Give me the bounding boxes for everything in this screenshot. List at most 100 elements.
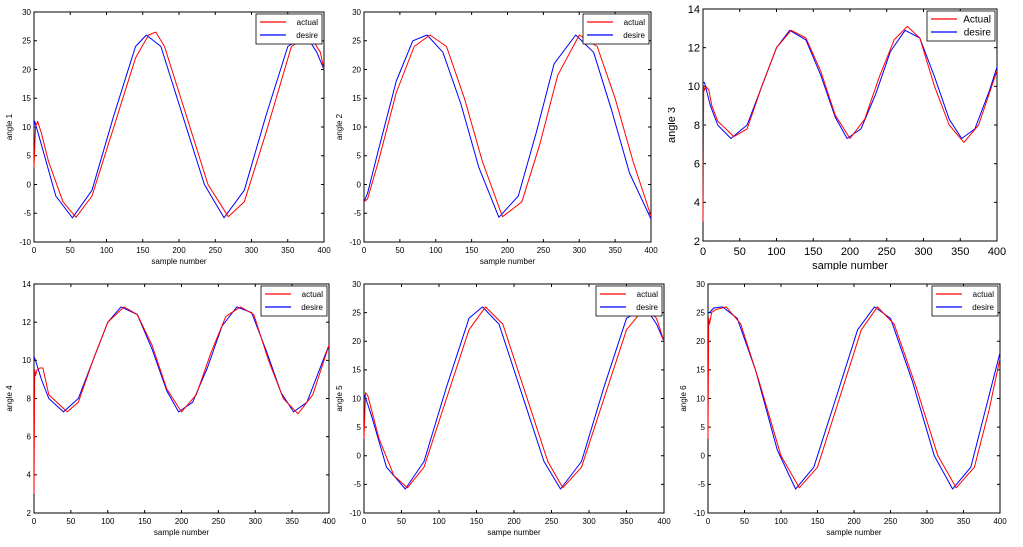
chart-angle-4: 0 50 100 150 200 250 300 350 400 2 4 6 8 10 12 14 sample… (0, 272, 340, 547)
x-tick-label: 100 (432, 517, 446, 526)
y-tick-label: 2 (694, 236, 700, 248)
y-tick-label: 6 (694, 159, 700, 171)
x-tick-label: 250 (209, 246, 223, 255)
x-tick-label: 50 (66, 517, 75, 526)
y-tick-label: 10 (352, 123, 361, 132)
x-tick-label: 250 (537, 246, 551, 255)
series-line-actual (707, 306, 1001, 489)
x-tick-label: 150 (470, 517, 484, 526)
x-tick-label: 400 (644, 246, 658, 255)
legend-label: desire (972, 303, 994, 312)
y-tick-label: 14 (688, 4, 700, 16)
series-line-desire (708, 306, 1001, 490)
x-tick-label: 0 (700, 246, 706, 258)
x-tick-label: 350 (608, 246, 622, 255)
x-tick-label: 400 (317, 246, 331, 255)
y-tick-label: 15 (696, 366, 705, 375)
legend-box (595, 285, 663, 317)
x-tick-label: 50 (66, 246, 75, 255)
plot-frame (707, 283, 1001, 514)
x-tick-label: 200 (501, 246, 515, 255)
y-tick-label: 30 (352, 280, 361, 289)
x-tick-label: 300 (573, 246, 587, 255)
x-tick-label: 400 (988, 246, 1006, 258)
y-tick-label: -10 (349, 509, 361, 518)
series-line-actual (363, 306, 665, 489)
x-tick-label: 200 (172, 246, 186, 255)
x-tick-label: 250 (884, 517, 898, 526)
x-tick-label: 100 (100, 246, 114, 255)
x-tick-label: 0 (362, 246, 367, 255)
x-tick-label: 150 (465, 246, 479, 255)
x-tick-label: 300 (914, 246, 932, 258)
x-tick-label: 250 (545, 517, 559, 526)
chart-angle-5: 0 50 100 150 200 250 300 350 400 -10 -5 0 5 10 15 20 25 3… (335, 272, 675, 547)
x-tick-label: 200 (841, 246, 859, 258)
chart-svg-angle-4: 0 50 100 150 200 250 300 350 400 2 4 6 8 10 12 14 sample… (5, 280, 336, 537)
x-tick-label: 300 (582, 517, 596, 526)
y-tick-label: 10 (696, 394, 705, 403)
y-tick-label: 25 (22, 37, 31, 46)
chart-angle-3: 0 50 100 150 200 250 300 350 400 2 4 6 8 10 12 14 sample… (666, 0, 1020, 275)
x-tick-label: 100 (767, 246, 785, 258)
y-tick-label: 0 (27, 180, 32, 189)
y-axis-label: angle 1 (5, 113, 14, 140)
y-tick-label: 20 (22, 65, 31, 74)
y-tick-label: 10 (22, 123, 31, 132)
y-tick-label: 10 (22, 356, 31, 365)
y-tick-label: 4 (27, 471, 32, 480)
y-tick-label: 2 (27, 509, 32, 518)
y-tick-label: 15 (352, 366, 361, 375)
x-tick-label: 150 (138, 517, 152, 526)
y-tick-label: 25 (352, 37, 361, 46)
y-tick-label: -5 (354, 209, 362, 218)
y-tick-label: -10 (349, 238, 361, 247)
x-tick-label: 0 (362, 517, 367, 526)
y-tick-label: 5 (357, 152, 362, 161)
y-tick-label: 20 (352, 65, 361, 74)
y-tick-label: 12 (688, 43, 700, 55)
y-tick-label: 10 (352, 394, 361, 403)
x-tick-label: 350 (957, 517, 971, 526)
x-tick-label: 400 (322, 517, 336, 526)
plot-frame (363, 283, 665, 514)
series-line-desire (33, 34, 325, 219)
legend-label: actual (973, 290, 995, 299)
x-tick-label: 0 (706, 517, 711, 526)
x-tick-label: 200 (507, 517, 521, 526)
x-tick-label: 150 (804, 246, 822, 258)
x-tick-label: 250 (212, 517, 226, 526)
chart-angle-2: 0 50 100 150 200 250 300 350 400 -10 -5 0 5 10 15 20 25 3… (335, 0, 670, 275)
chart-svg-angle-5: 0 50 100 150 200 250 300 350 400 -10 -5 0 5 10 15 20 25 3… (335, 280, 671, 537)
x-axis-label: sample number (812, 260, 888, 270)
legend-box (582, 13, 650, 45)
chart-svg-angle-6: 0 50 100 150 200 250 300 350 400 -10 -5 0 5 10 15 20 25 3… (679, 280, 1007, 537)
x-tick-label: 100 (429, 246, 443, 255)
legend-label: actual (637, 290, 659, 299)
series-line-actual (33, 31, 325, 218)
chart-angle-1: 0 50 100 150 200 250 300 350 400 -10 -5 0 5 10 15 20 25 3… (0, 0, 340, 275)
series-line-desire (363, 306, 665, 490)
legend-box (255, 13, 323, 45)
y-tick-label: 0 (357, 452, 362, 461)
series-line-desire (33, 306, 330, 413)
y-axis-label: angle 4 (5, 385, 14, 412)
y-tick-label: 25 (352, 308, 361, 317)
legend-label: desire (623, 31, 645, 40)
x-tick-label: 50 (397, 517, 406, 526)
y-axis-label: angle 2 (335, 113, 344, 140)
series-line-desire (363, 34, 652, 220)
y-tick-label: -10 (19, 238, 31, 247)
legend-label: actual (624, 18, 646, 27)
y-tick-label: 14 (22, 280, 31, 289)
x-tick-label: 350 (285, 517, 299, 526)
x-tick-label: 100 (101, 517, 115, 526)
y-tick-label: 25 (696, 308, 705, 317)
x-tick-label: 50 (740, 517, 749, 526)
y-tick-label: 0 (701, 452, 706, 461)
legend-label: actual (297, 18, 319, 27)
x-tick-label: 400 (993, 517, 1007, 526)
y-tick-label: 30 (22, 8, 31, 17)
y-tick-label: 10 (688, 81, 700, 93)
series-line-desire (703, 29, 998, 139)
